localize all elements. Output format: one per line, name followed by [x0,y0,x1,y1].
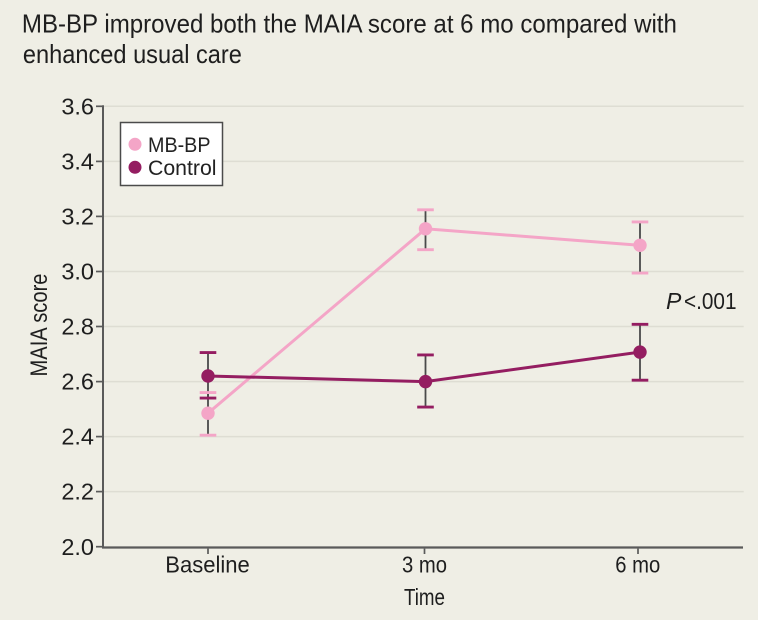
svg-text:3.0: 3.0 [61,259,94,285]
svg-text:MB-BP: MB-BP [148,133,211,157]
svg-text:2.2: 2.2 [61,479,94,505]
svg-text:6 mo: 6 mo [615,552,660,578]
svg-text:3.4: 3.4 [61,149,94,175]
svg-text:2.8: 2.8 [61,314,94,340]
svg-text:3.6: 3.6 [61,93,94,119]
svg-text:Control: Control [148,156,217,180]
svg-text:MAIA score: MAIA score [26,274,53,377]
svg-text:2.6: 2.6 [61,369,94,395]
svg-text:3 mo: 3 mo [402,552,447,578]
svg-text:enhanced usual care: enhanced usual care [23,39,242,69]
svg-text:Time: Time [404,584,445,610]
svg-text:Baseline: Baseline [165,552,250,578]
svg-text:2.4: 2.4 [61,424,94,450]
svg-text:P: P [666,288,682,314]
svg-text:MB-BP improved both the MAIA s: MB-BP improved both the MAIA score at 6 … [22,9,677,39]
svg-text:<.001: <.001 [684,288,737,314]
svg-text:3.2: 3.2 [61,204,94,230]
svg-text:2.0: 2.0 [61,534,94,560]
